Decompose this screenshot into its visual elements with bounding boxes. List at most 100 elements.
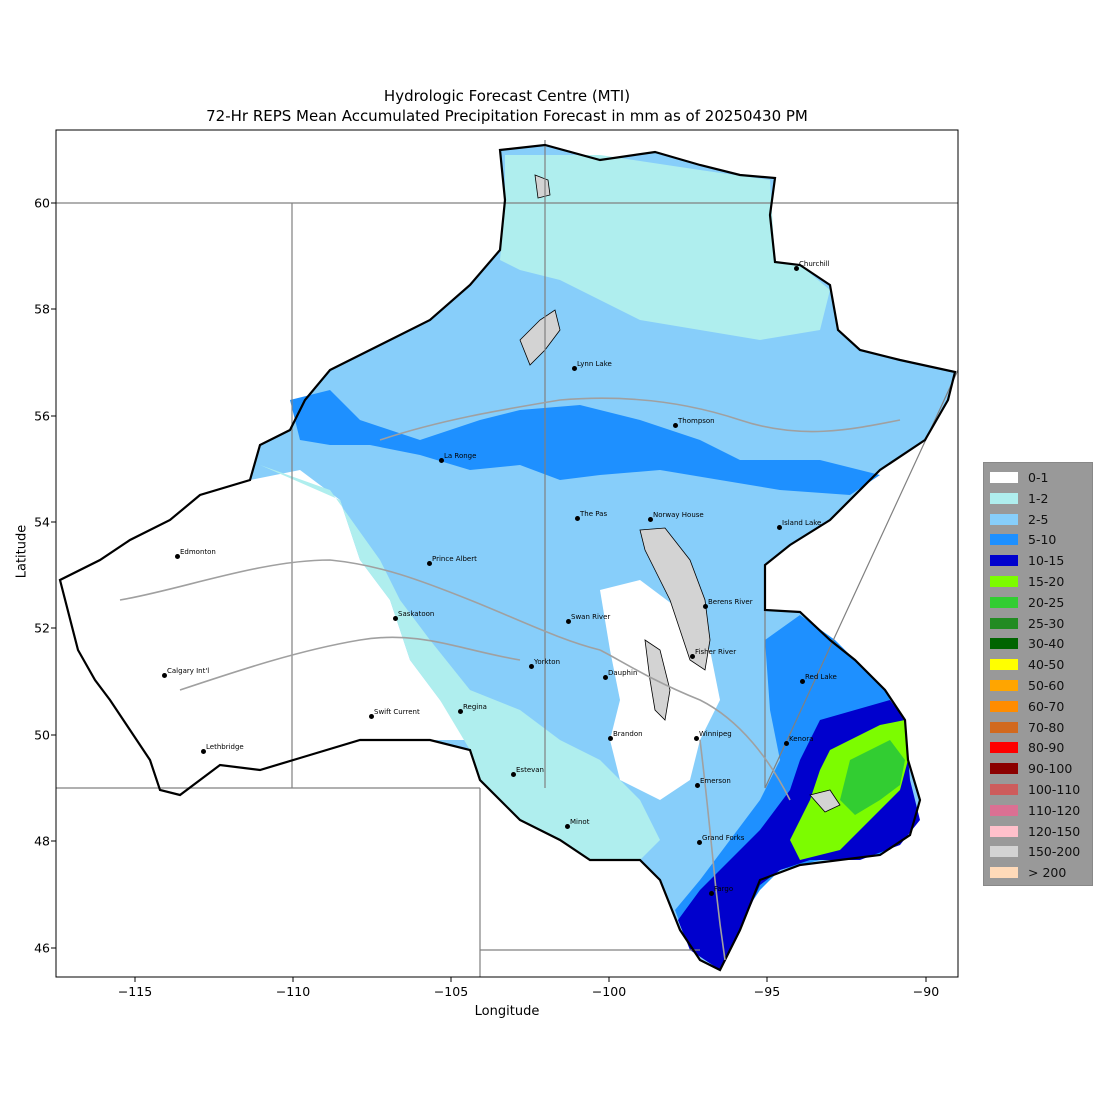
legend-label: 30-40 (1028, 636, 1065, 652)
lake-reindeer (534, 174, 551, 199)
y-tick-label: 54 (34, 514, 50, 530)
city-label: Norway House (653, 511, 704, 519)
city-marker (458, 709, 463, 714)
city-label: Island Lake (782, 519, 822, 527)
city-marker (369, 714, 374, 719)
lake-winnipeg (639, 527, 711, 671)
legend-item: > 200 (990, 862, 1066, 883)
legend-label: 40-50 (1028, 657, 1065, 673)
city-marker (673, 423, 678, 428)
city-marker (694, 736, 699, 741)
legend-label: 70-80 (1028, 719, 1065, 735)
y-tick-label: 46 (34, 940, 50, 956)
city-label: Brandon (613, 730, 643, 738)
city-marker (690, 654, 695, 659)
chart-title: Hydrologic Forecast Centre (MTI) 72-Hr R… (56, 86, 958, 126)
city-marker (703, 604, 708, 609)
legend-swatch (990, 596, 1018, 608)
legend-item: 20-25 (990, 592, 1064, 613)
legend-item: 25-30 (990, 613, 1064, 634)
city-marker (784, 741, 789, 746)
city-label: Churchill (799, 260, 830, 268)
legend-label: 15-20 (1028, 574, 1065, 589)
y-tick-label: 56 (34, 408, 50, 424)
legend-label: 20-25 (1028, 594, 1065, 610)
legend-swatch (990, 742, 1018, 754)
city-label: The Pas (580, 510, 608, 518)
legend-label: 110-120 (1028, 802, 1081, 818)
city-label: Estevan (516, 766, 544, 774)
legend-label: 150-200 (1028, 844, 1081, 860)
legend-swatch (990, 576, 1018, 587)
legend-swatch (990, 784, 1018, 795)
city-marker (695, 783, 700, 788)
city-label: Winnipeg (699, 730, 732, 738)
city-label: Edmonton (180, 548, 216, 556)
legend-item: 2-5 (990, 509, 1048, 530)
y-tick-label: 58 (34, 301, 50, 317)
city-label: Emerson (700, 777, 731, 785)
legend-swatch (990, 846, 1018, 858)
city-marker (777, 525, 782, 530)
city-marker (201, 749, 206, 754)
city-marker (572, 366, 577, 371)
city-label: Kenora (789, 735, 814, 743)
legend-item: 50-60 (990, 675, 1064, 696)
city-label: Saskatoon (398, 610, 435, 618)
city-marker (794, 266, 799, 271)
city-marker (162, 673, 167, 678)
legend-swatch (990, 825, 1018, 837)
legend-label: 80-90 (1028, 740, 1065, 756)
legend-label: 50-60 (1028, 678, 1065, 693)
legend-swatch (990, 472, 1018, 483)
x-tick-label: −115 (117, 984, 153, 999)
legend-swatch (990, 804, 1018, 816)
x-tick-label: −95 (753, 984, 781, 999)
city-marker (439, 458, 444, 463)
legend-item: 120-150 (990, 821, 1080, 842)
city-label: La Ronge (444, 452, 477, 460)
legend-swatch (990, 867, 1018, 879)
precip-20-25 (840, 740, 905, 815)
city-marker (175, 554, 180, 559)
y-tick-label: 48 (34, 833, 50, 849)
precip-5-10-band (290, 390, 880, 495)
x-tick-label: −110 (275, 984, 311, 999)
city-label: Red Lake (805, 673, 837, 681)
political-boundaries (56, 140, 959, 977)
y-tick-label: 50 (34, 727, 50, 743)
city-marker (697, 840, 702, 845)
axes-frame (55, 129, 959, 978)
city-marker (529, 664, 534, 669)
legend-swatch (990, 638, 1018, 650)
legend-label: > 200 (1028, 865, 1067, 881)
x-tick-label: −105 (433, 984, 469, 999)
legend-item: 40-50 (990, 654, 1064, 675)
legend-label: 0-1 (1028, 470, 1049, 485)
legend-item: 80-90 (990, 737, 1064, 758)
legend-label: 10-15 (1028, 553, 1065, 569)
y-tick-label: 52 (34, 620, 50, 636)
legend-swatch (990, 721, 1018, 733)
legend-item: 1-2 (990, 488, 1048, 509)
title-line-2: 72-Hr REPS Mean Accumulated Precipitatio… (206, 107, 808, 125)
lake-athabasca (519, 309, 561, 366)
legend-swatch (990, 617, 1018, 629)
legend-item: 110-120 (990, 800, 1080, 821)
legend-label: 2-5 (1028, 511, 1049, 527)
legend: 0-1 1-2 2-5 5-10 10-15 15-20 20-25 25-30 30-40 40… (983, 462, 1093, 886)
city-label: Berens River (708, 598, 753, 606)
tick-marks (51, 202, 927, 982)
legend-label: 25-30 (1028, 615, 1065, 631)
city-label: Fargo (714, 885, 734, 893)
legend-item: 15-20 (990, 571, 1064, 592)
city-label: Thompson (678, 417, 715, 425)
legend-label: 90-100 (1028, 761, 1073, 777)
legend-item: 0-1 (990, 467, 1048, 488)
city-marker (603, 675, 608, 680)
precip-1-2-central (260, 465, 660, 860)
city-marker (575, 516, 580, 521)
y-tick-label: 60 (34, 195, 50, 211)
y-axis-label: Latitude (14, 524, 30, 579)
legend-item: 150-200 (990, 841, 1080, 862)
